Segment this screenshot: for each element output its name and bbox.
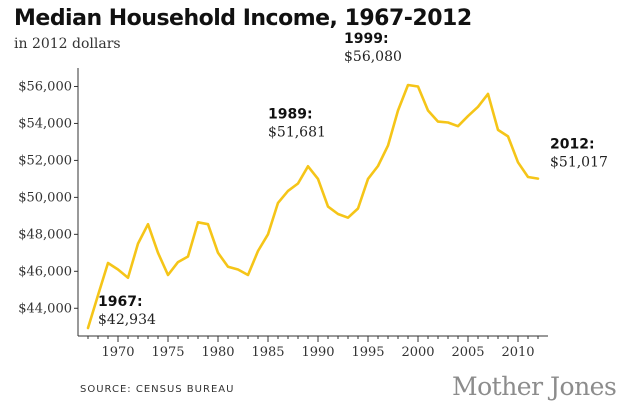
source-note: SOURCE: CENSUS BUREAU <box>80 384 235 395</box>
annotation-year: 1999: <box>344 31 389 47</box>
annotation-value: $51,017 <box>550 155 608 171</box>
chart-title: Median Household Income, 1967-2012 <box>14 6 472 31</box>
y-tick-label: $44,000 <box>18 301 72 316</box>
y-tick-label: $54,000 <box>18 116 72 131</box>
x-tick-label: 2010 <box>501 345 534 360</box>
chart-annotations: 1967: $42,934 1989: $51,681 1999: $56,080 2012… <box>98 31 608 328</box>
annotation-year: 1967: <box>98 294 143 310</box>
annotation-year: 2012: <box>550 137 595 153</box>
y-axis-ticks: $44,000 $46,000 $48,000 $50,000 $52,000 $54,0… <box>18 79 78 316</box>
chart-axes <box>77 68 548 337</box>
annotation-year: 1989: <box>268 106 313 122</box>
annotation-value: $51,681 <box>268 124 326 140</box>
y-tick-label: $56,000 <box>18 79 72 94</box>
y-tick-label: $52,000 <box>18 153 72 168</box>
x-tick-label: 1975 <box>151 345 184 360</box>
data-series <box>86 83 540 330</box>
x-tick-label: 1995 <box>351 345 384 360</box>
x-tick-label: 2005 <box>451 345 484 360</box>
y-tick-label: $48,000 <box>18 227 72 242</box>
x-tick-label: 1985 <box>251 345 284 360</box>
chart-subtitle: in 2012 dollars <box>14 36 121 52</box>
income-line <box>86 83 540 330</box>
y-tick-label: $50,000 <box>18 190 72 205</box>
annotation-value: $56,080 <box>344 49 402 65</box>
x-tick-label: 1990 <box>301 345 334 360</box>
y-tick-label: $46,000 <box>18 264 72 279</box>
annotation-value: $42,934 <box>98 312 156 328</box>
x-tick-label: 1980 <box>201 345 234 360</box>
x-tick-label: 1970 <box>101 345 134 360</box>
x-axis-ticks: 1970 1975 1980 1985 1990 1995 2000 2005 2010 <box>87 336 539 360</box>
x-tick-label: 2000 <box>401 345 434 360</box>
brand-logo: Mother Jones <box>452 372 617 401</box>
